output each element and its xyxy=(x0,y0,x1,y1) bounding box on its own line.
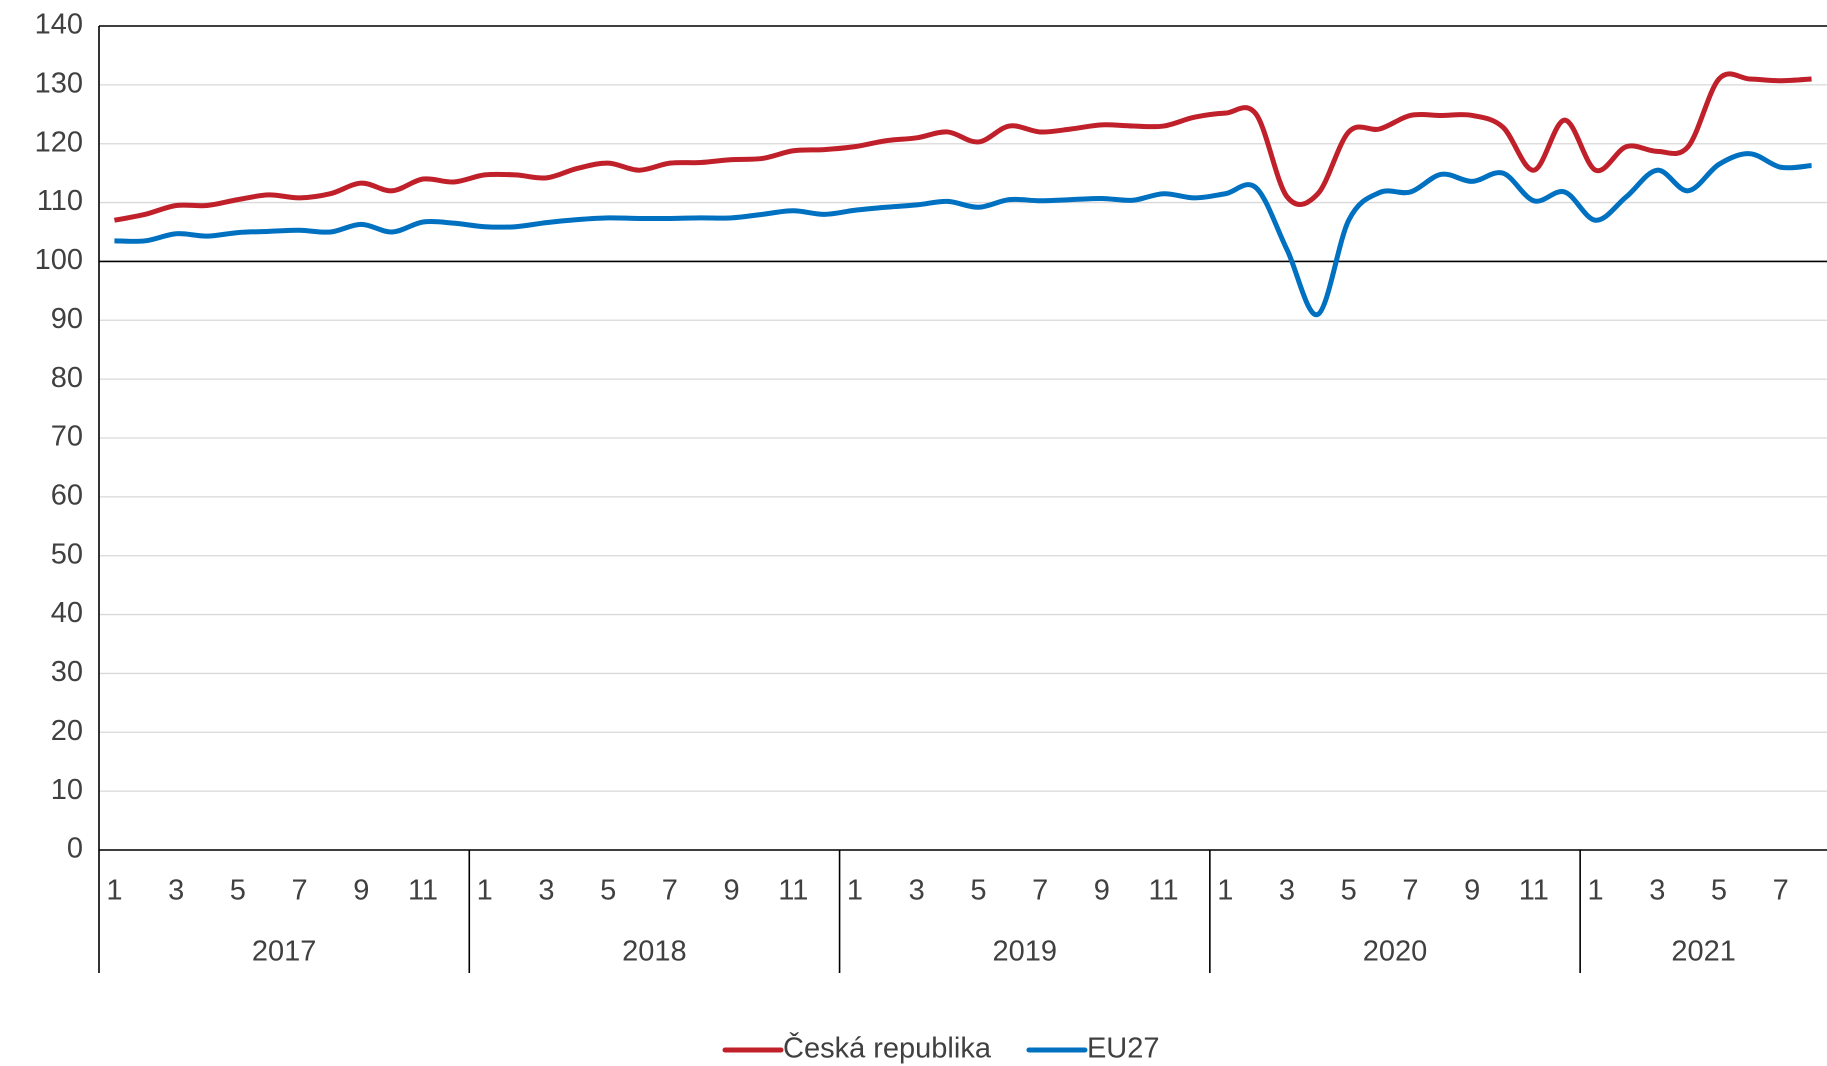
x-tick-label: 5 xyxy=(1341,875,1357,907)
legend-label: EU27 xyxy=(1087,1033,1160,1065)
x-tick-label: 5 xyxy=(230,875,246,907)
x-tick-label: 9 xyxy=(1464,875,1480,907)
x-tick-label: 1 xyxy=(1588,875,1604,907)
x-tick-label: 11 xyxy=(408,875,438,907)
x-tick-label: 5 xyxy=(1711,875,1727,907)
x-tick-label: 3 xyxy=(1649,875,1665,907)
x-tick-label: 7 xyxy=(1773,875,1789,907)
legend-label: Česká republika xyxy=(783,1031,992,1065)
x-tick-label: 9 xyxy=(724,875,740,907)
x-tick-label: 9 xyxy=(353,875,369,907)
line-series xyxy=(114,151,1812,317)
y-tick-label: 40 xyxy=(51,597,83,629)
x-tick-label: 1 xyxy=(477,875,493,907)
y-tick-label: 130 xyxy=(35,68,83,100)
x-tick-label: 7 xyxy=(662,875,678,907)
x-tick-label: 11 xyxy=(1519,875,1549,907)
x-tick-label: 7 xyxy=(1402,875,1418,907)
x-tick-label: 3 xyxy=(1279,875,1295,907)
y-tick-label: 120 xyxy=(35,126,83,158)
x-tick-label: 5 xyxy=(970,875,986,907)
x-tick-label: 7 xyxy=(292,875,308,907)
y-tick-label: 80 xyxy=(51,362,83,394)
x-group-label: 2021 xyxy=(1671,936,1736,968)
x-tick-label: 11 xyxy=(1149,875,1179,907)
y-tick-label: 90 xyxy=(51,303,83,335)
x-tick-label: 11 xyxy=(778,875,808,907)
y-tick-label: 60 xyxy=(51,480,83,512)
x-tick-label: 5 xyxy=(600,875,616,907)
y-tick-label: 140 xyxy=(35,9,83,41)
x-tick-label: 3 xyxy=(909,875,925,907)
y-tick-label: 20 xyxy=(51,715,83,747)
y-tick-label: 50 xyxy=(51,538,83,570)
x-group-label: 2017 xyxy=(252,936,317,968)
x-tick-label: 1 xyxy=(106,875,122,907)
x-tick-label: 3 xyxy=(538,875,554,907)
x-tick-label: 3 xyxy=(168,875,184,907)
y-tick-label: 10 xyxy=(51,774,83,806)
x-tick-label: 1 xyxy=(1217,875,1233,907)
x-group-label: 2020 xyxy=(1363,936,1428,968)
y-tick-label: 70 xyxy=(51,421,83,453)
x-group-label: 2018 xyxy=(622,936,687,968)
y-tick-label: 100 xyxy=(35,244,83,276)
line-series xyxy=(113,71,1812,223)
y-tick-label: 30 xyxy=(51,656,83,688)
x-group-label: 2019 xyxy=(992,936,1057,968)
y-tick-label: 110 xyxy=(37,185,83,217)
x-tick-label: 9 xyxy=(1094,875,1110,907)
x-tick-label: 1 xyxy=(847,875,863,907)
y-tick-label: 0 xyxy=(67,833,83,865)
x-tick-label: 7 xyxy=(1032,875,1048,907)
